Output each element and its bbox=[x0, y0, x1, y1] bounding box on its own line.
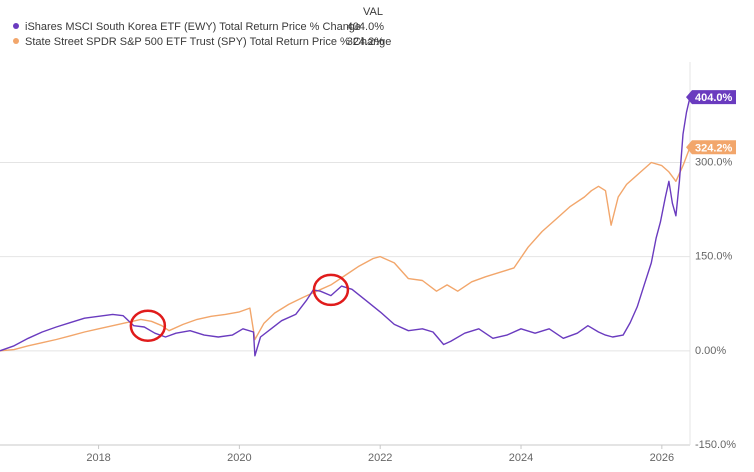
x-tick-label: 2018 bbox=[86, 452, 110, 464]
last-value-label: 324.2% bbox=[695, 142, 733, 154]
annotation-circle bbox=[129, 309, 167, 342]
legend-series-name: State Street SPDR S&P 500 ETF Trust (SPY… bbox=[25, 36, 391, 48]
series-lines bbox=[0, 97, 691, 357]
series-line-ewy bbox=[0, 97, 691, 357]
annotation-circle bbox=[312, 273, 350, 307]
legend-header: VAL bbox=[363, 6, 383, 18]
x-tick-label: 2026 bbox=[650, 452, 674, 464]
legend-series-name: iShares MSCI South Korea ETF (EWY) Total… bbox=[25, 21, 361, 33]
gridlines bbox=[0, 161, 690, 446]
legend-series-value: 324.2% bbox=[347, 36, 385, 48]
last-value-flag-spy bbox=[686, 140, 736, 155]
y-tick-label: 0.00% bbox=[695, 345, 726, 357]
last-value-flags: 404.0% 324.2% bbox=[686, 90, 736, 155]
last-value-flag-ewy bbox=[686, 90, 736, 105]
legend-marker bbox=[13, 38, 19, 44]
legend-series-value: 404.0% bbox=[347, 21, 385, 33]
y-tick-label: 150.0% bbox=[695, 251, 733, 263]
series-line-spy bbox=[0, 147, 691, 352]
annotations bbox=[129, 273, 350, 342]
axes: 300.0% 150.0% 0.00% -150.0% 2018 2020 2022 2024… bbox=[0, 62, 736, 464]
x-tick-label: 2022 bbox=[368, 452, 392, 464]
y-tick-label: -150.0% bbox=[695, 439, 736, 451]
x-tick-label: 2024 bbox=[509, 452, 533, 464]
x-tick-label: 2020 bbox=[227, 452, 251, 464]
y-tick-label: 300.0% bbox=[695, 156, 733, 168]
last-value-label: 404.0% bbox=[695, 92, 733, 104]
legend-marker bbox=[13, 23, 19, 29]
